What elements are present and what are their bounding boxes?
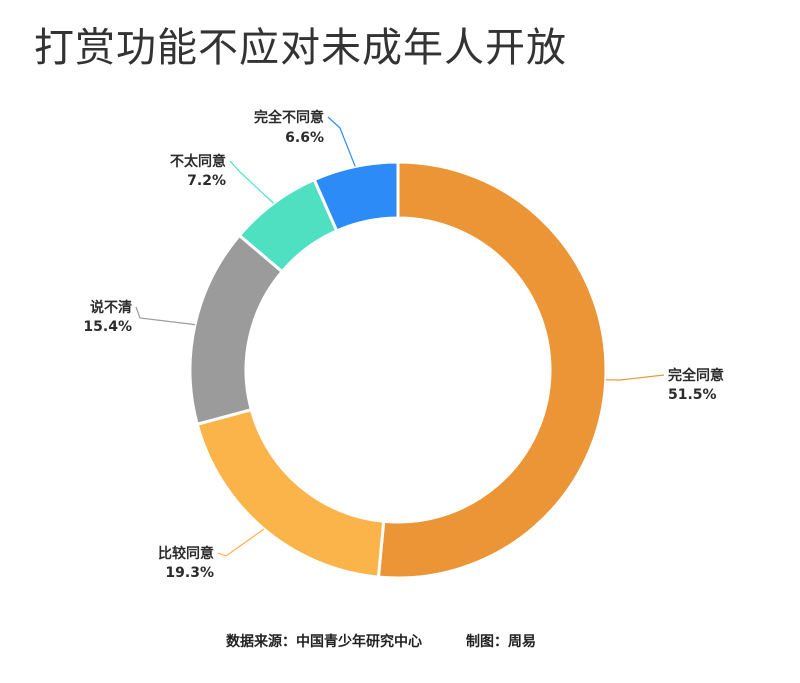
labels-group: 完全同意 51.5% 比较同意 19.3% 说不清 15.4% 不太同意 7.2% 完全不同意 6… bbox=[83, 109, 724, 581]
slice-label-5: 完全不同意 bbox=[254, 109, 324, 126]
slice-5 bbox=[312, 160, 400, 233]
leader-lines-group bbox=[135, 116, 665, 557]
credit-note: 制图：周易 bbox=[466, 634, 536, 650]
slice-3 bbox=[188, 233, 285, 427]
slice-value-1: 51.5% bbox=[668, 387, 717, 403]
footer: 数据来源：中国青少年研究中心 制图：周易 bbox=[226, 631, 536, 651]
slice-value-2: 19.3% bbox=[165, 565, 214, 581]
leader-line-3 bbox=[135, 306, 196, 326]
slice-label-1: 完全同意 bbox=[668, 367, 724, 384]
slice-2 bbox=[195, 407, 386, 579]
leader-line-5 bbox=[327, 116, 356, 167]
leader-line-2 bbox=[217, 528, 265, 557]
slice-value-3: 15.4% bbox=[83, 319, 132, 335]
slice-1 bbox=[376, 160, 608, 580]
slice-label-3: 说不清 bbox=[90, 299, 132, 316]
slice-value-5: 6.6% bbox=[285, 130, 324, 146]
slice-value-4: 7.2% bbox=[187, 173, 226, 189]
leader-line-1 bbox=[605, 374, 665, 381]
slice-label-2: 比较同意 bbox=[158, 545, 214, 562]
slice-label-4: 不太同意 bbox=[170, 153, 226, 170]
slices-group bbox=[188, 160, 608, 580]
chart-title: 打赏功能不应对未成年人开放 bbox=[34, 25, 567, 71]
leader-line-4 bbox=[229, 160, 275, 204]
source-note: 数据来源：中国青少年研究中心 bbox=[226, 634, 422, 650]
